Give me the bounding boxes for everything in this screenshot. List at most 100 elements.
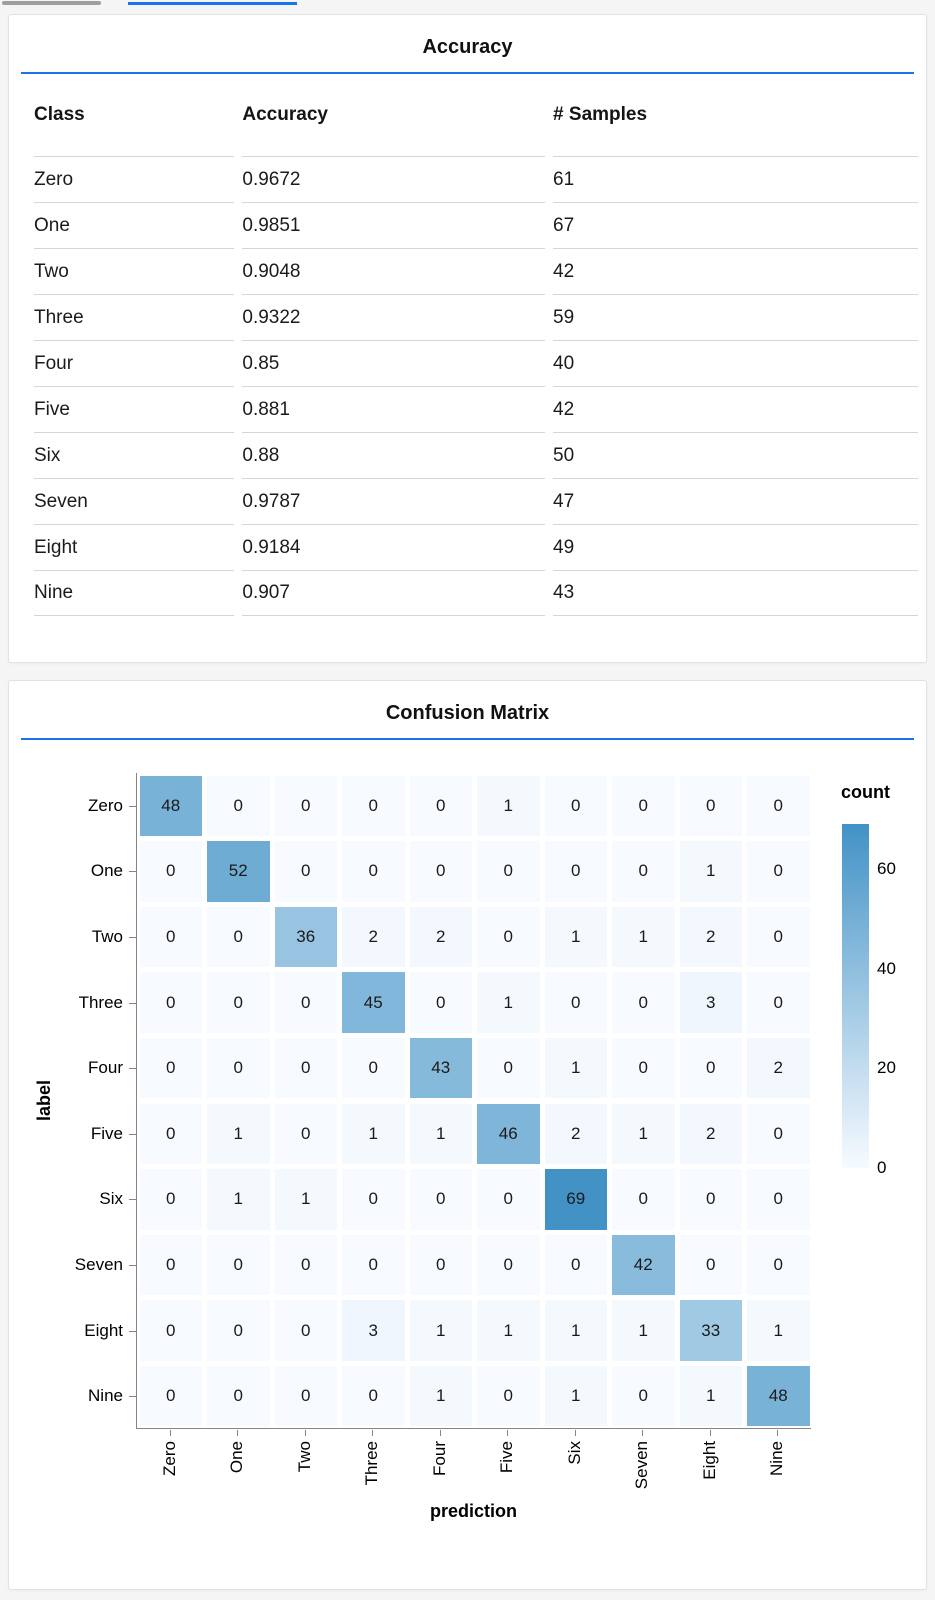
y-axis-title-wrap: label: [33, 773, 55, 1429]
heatmap-cell: 3: [679, 972, 742, 1033]
table-cell: 0.9672: [242, 156, 546, 202]
y-axis-label: Zero: [88, 795, 123, 815]
table-cell: 0.9851: [242, 202, 546, 248]
heatmap-cell: 42: [612, 1234, 675, 1296]
heatmap-cell: 0: [207, 1365, 270, 1427]
heatmap-cell: 1: [477, 972, 540, 1033]
heatmap-cell: 0: [342, 1365, 405, 1427]
heatmap-cell: 1: [342, 1103, 405, 1165]
heatmap-cell: 0: [274, 841, 337, 902]
heatmap-cell: 0: [679, 1234, 742, 1296]
column-header-samples: # Samples: [553, 104, 648, 125]
heatmap-cell: 0: [747, 972, 810, 1033]
heatmap-cell: 0: [544, 972, 607, 1033]
x-axis-tick: [439, 1430, 441, 1436]
table-cell: Two: [34, 248, 235, 294]
table-cell: 0.9048: [242, 248, 546, 294]
title-divider: [21, 738, 914, 740]
y-axis-label: Three: [78, 992, 123, 1012]
table-cell: 49: [553, 524, 918, 570]
table-row: Nine 0.907 43: [34, 570, 918, 616]
horizontal-scrollbar-thumb[interactable]: [2, 1, 101, 5]
heatmap-cell: 0: [679, 1169, 742, 1230]
y-axis-tick: [129, 1133, 136, 1135]
heatmap-cell: 0: [477, 841, 540, 902]
table-cell: Zero: [34, 156, 235, 202]
confusion-matrix-panel: Confusion Matrix 48 0 0 0 0 1 0 0 0 0 0 52 0 0 0 0 0 0 1 0 0…: [8, 680, 927, 1590]
heatmap-cell: 0: [274, 1103, 337, 1165]
legend-tick-label: 20: [877, 1058, 896, 1078]
y-axis-label: Seven: [74, 1255, 123, 1274]
legend-tick-label: 0: [877, 1158, 887, 1177]
y-axis-label: Two: [91, 927, 123, 946]
heatmap-cell: 1: [747, 1300, 810, 1361]
table-cell: 0.9787: [242, 478, 546, 524]
heatmap-cell: 0: [342, 775, 405, 837]
heatmap-cell: 0: [612, 1169, 675, 1230]
table-cell: 61: [553, 156, 918, 202]
heatmap-cell: 0: [207, 972, 270, 1033]
x-axis-tick: [709, 1430, 711, 1436]
heatmap-cell: 0: [207, 775, 270, 837]
heatmap-cell: 0: [612, 841, 675, 902]
table-cell: 40: [553, 340, 918, 386]
heatmap-cell: 0: [139, 1300, 202, 1361]
table-cell: 59: [553, 294, 918, 340]
table-row: Three 0.9322 59: [34, 294, 918, 340]
heatmap-cell: 45: [342, 972, 405, 1033]
y-axis-tick: [129, 1002, 136, 1004]
heatmap-cell: 0: [409, 972, 472, 1033]
active-tab-indicator: [128, 2, 297, 5]
heatmap-cell: 0: [342, 1169, 405, 1230]
y-axis-tick: [129, 805, 136, 807]
heatmap-cell: 0: [409, 1169, 472, 1230]
table-row: Four 0.85 40: [34, 340, 918, 386]
table-cell: 42: [553, 386, 918, 432]
heatmap-cell: 0: [274, 1037, 337, 1099]
table-cell: 47: [553, 478, 918, 524]
heatmap-cell: 0: [477, 1234, 540, 1296]
heatmap-cell: 0: [207, 1234, 270, 1296]
x-axis-label: Eight: [699, 1441, 719, 1480]
accuracy-table: Class Accuracy # Samples Zero 0.9672 61 One…: [26, 98, 926, 616]
heatmap-cell: 0: [139, 1103, 202, 1165]
heatmap-cell: 1: [207, 1169, 270, 1230]
x-axis-title: prediction: [429, 1501, 517, 1521]
column-header-accuracy: Accuracy: [242, 104, 328, 125]
table-cell: Six: [34, 432, 235, 478]
y-axis-tick: [129, 937, 136, 938]
heatmap-cell: 0: [747, 906, 810, 968]
heatmap-cell: 0: [207, 1300, 270, 1361]
y-axis-tick: [129, 1068, 136, 1070]
heatmap-cell: 0: [747, 1234, 810, 1296]
x-axis-tick: [237, 1430, 239, 1436]
heatmap-cell: 0: [679, 775, 742, 837]
x-axis-label: Three: [362, 1441, 382, 1486]
heatmap-cell: 0: [747, 775, 810, 837]
y-axis-label: Four: [88, 1058, 123, 1078]
table-cell: 0.881: [242, 386, 546, 432]
table-cell: 0.85: [242, 340, 546, 386]
table-row: Eight 0.9184 49: [34, 524, 918, 570]
heatmap-cell: 48: [747, 1365, 810, 1427]
legend-gradient-bar: [842, 824, 869, 1168]
heatmap-cell: 1: [477, 1300, 540, 1361]
y-axis-tick: [129, 1265, 136, 1266]
heatmap-cell: 52: [207, 841, 270, 902]
table-header-row: Class Accuracy # Samples: [34, 98, 918, 156]
heatmap-cell: 0: [747, 841, 810, 902]
heatmap-cell: 0: [274, 972, 337, 1033]
heatmap-cell: 0: [747, 1169, 810, 1230]
table-cell: 50: [553, 432, 918, 478]
x-axis-label: Six: [564, 1441, 584, 1465]
x-axis-tick: [777, 1430, 779, 1436]
heatmap-cell: 0: [342, 1037, 405, 1099]
x-axis-label: One: [227, 1441, 247, 1474]
heatmap-cell: 0: [409, 1234, 472, 1296]
table-row: Seven 0.9787 47: [34, 478, 918, 524]
x-axis-label: Two: [294, 1441, 314, 1473]
heatmap-plot-area: 48 0 0 0 0 1 0 0 0 0 0 52 0 0 0 0 0 0 1 0 0 0 36 2 2 0 1 1 2 0 0 0 0 45 0 1…: [136, 773, 811, 1429]
y-axis-label: Six: [99, 1189, 123, 1209]
heatmap-cell: 0: [139, 841, 202, 902]
heatmap-cell: 2: [342, 906, 405, 968]
